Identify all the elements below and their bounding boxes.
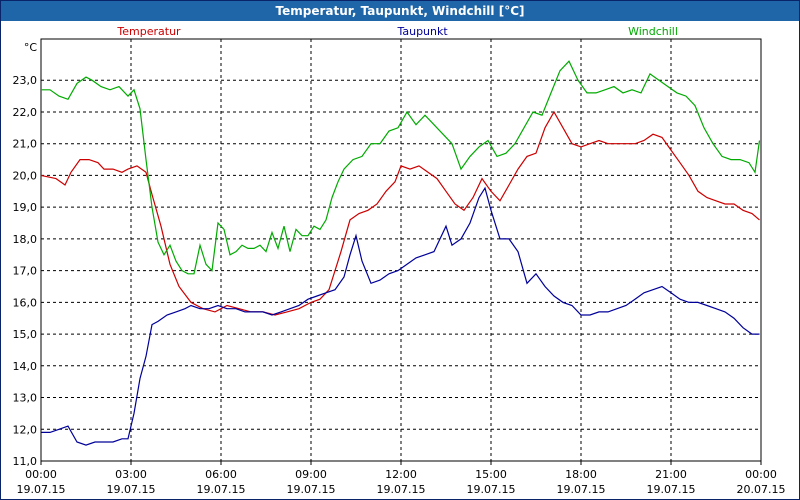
x-tick-date: 19.07.15 bbox=[467, 483, 516, 496]
x-tick-time: 21:00 bbox=[655, 468, 687, 481]
x-tick-time: 18:00 bbox=[565, 468, 597, 481]
y-tick-label: 18,0 bbox=[13, 233, 38, 246]
y-tick-label: 22,0 bbox=[13, 106, 38, 119]
x-tick-date: 19.07.15 bbox=[107, 483, 156, 496]
chart-area: 11,0 12,0 13,0 14,0 15,0 16,0 17,0 18,0 19,0 20,0… bbox=[13, 25, 786, 496]
y-tick-label: 21,0 bbox=[13, 138, 38, 151]
series-line-taupunkt bbox=[41, 186, 760, 446]
y-tick-label: 16,0 bbox=[13, 296, 38, 309]
legend-temperatur: Temperatur bbox=[116, 25, 181, 38]
x-tick-date: 19.07.15 bbox=[647, 483, 696, 496]
x-tick-time: 00:00 bbox=[25, 468, 57, 481]
x-tick-date: 19.07.15 bbox=[557, 483, 606, 496]
x-tick-time: 15:00 bbox=[475, 468, 507, 481]
legend-windchill: Windchill bbox=[628, 25, 678, 38]
y-tick-label: 20,0 bbox=[13, 169, 38, 182]
window-title: Temperatur, Taupunkt, Windchill [°C] bbox=[1, 1, 799, 21]
x-tick-time: 00:00 bbox=[745, 468, 777, 481]
x-tick-date: 19.07.15 bbox=[17, 483, 66, 496]
x-tick-time: 06:00 bbox=[205, 468, 237, 481]
y-tick-label: 11,0 bbox=[13, 455, 38, 468]
y-tick-label: 17,0 bbox=[13, 265, 38, 278]
x-tick-time: 03:00 bbox=[115, 468, 147, 481]
legend-taupunkt: Taupunkt bbox=[396, 25, 448, 38]
series-line-windchill bbox=[41, 60, 761, 275]
y-tick-label: 15,0 bbox=[13, 328, 38, 341]
x-tick-time: 09:00 bbox=[295, 468, 327, 481]
x-tick-date: 19.07.15 bbox=[197, 483, 246, 496]
x-tick-date: 19.07.15 bbox=[377, 483, 426, 496]
series-line-temperatur bbox=[40, 110, 760, 316]
y-tick-label: 13,0 bbox=[13, 392, 38, 405]
y-tick-label: 19,0 bbox=[13, 201, 38, 214]
x-tick-date: 19.07.15 bbox=[287, 483, 336, 496]
y-axis-unit: °C bbox=[24, 41, 38, 54]
y-tick-label: 14,0 bbox=[13, 360, 38, 373]
x-tick-time: 12:00 bbox=[385, 468, 417, 481]
y-tick-label: 12,0 bbox=[13, 423, 38, 436]
y-tick-label: 23,0 bbox=[13, 74, 38, 87]
x-tick-date: 20.07.15 bbox=[737, 483, 786, 496]
